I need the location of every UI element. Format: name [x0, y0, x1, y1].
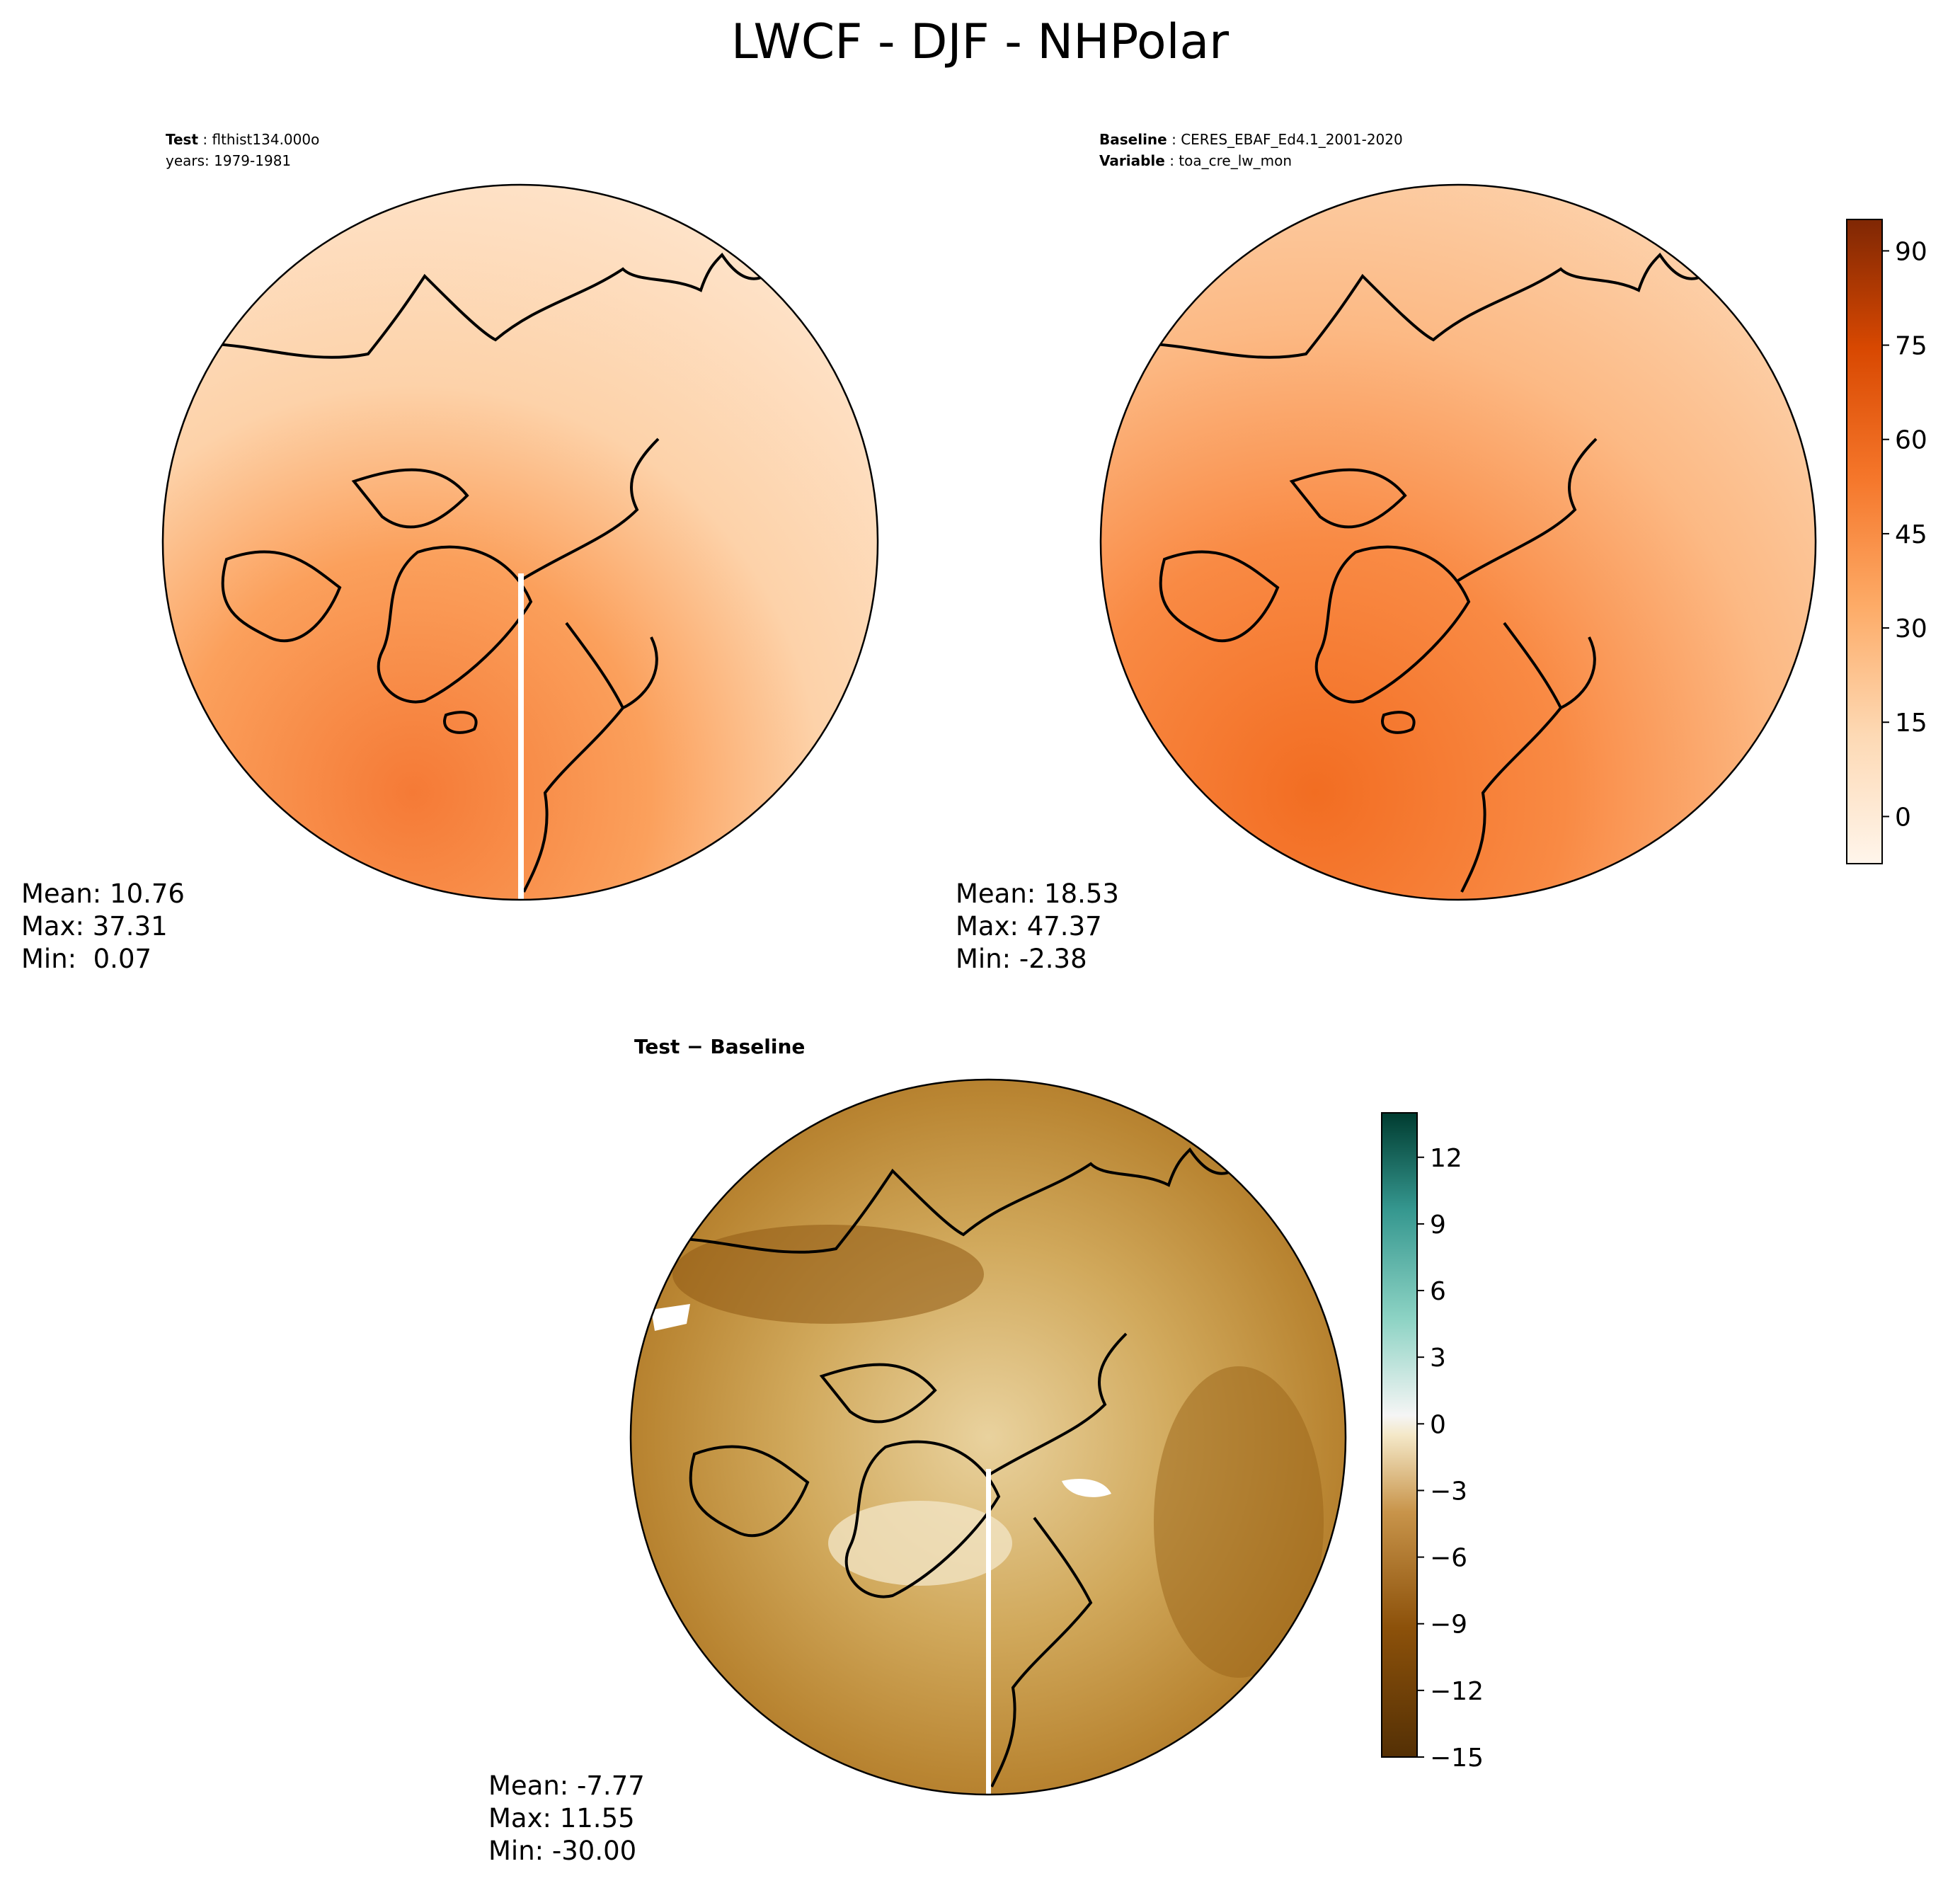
colorbar-oranges-tick-label: 75: [1895, 332, 1927, 361]
diff-greenland: [844, 1440, 1001, 1598]
colorbar-oranges-tick-label: 60: [1895, 426, 1927, 455]
diff-eurasia-coast: [987, 1332, 1128, 1787]
colorbar-brbg-bar: [1381, 1112, 1418, 1758]
colorbar-brbg-tick-label: −9: [1430, 1610, 1467, 1640]
baseline-canada: [1159, 468, 1407, 643]
baseline-min: Min: -2.38: [956, 944, 1087, 974]
test-canada: [221, 468, 469, 643]
test-missing-strip: [518, 573, 524, 900]
colorbar-brbg-tick-label: −15: [1430, 1744, 1484, 1773]
baseline-eurasia-coast: [1457, 437, 1598, 893]
test-case-name: flthist134.000o: [212, 131, 320, 148]
baseline-variable: toa_cre_lw_mon: [1179, 152, 1293, 169]
diff-max: Max: 11.55: [488, 1803, 635, 1833]
colorbar-oranges-tick-label: 45: [1895, 520, 1927, 549]
diff-min: Min: -30.00: [488, 1836, 637, 1866]
colorbar-brbg-tick-label: −6: [1430, 1544, 1467, 1573]
test-header: Test : flthist134.000o years: 1979-1981: [166, 131, 320, 169]
colorbar-brbg-tick-label: 6: [1430, 1277, 1446, 1306]
baseline-header: Baseline : CERES_EBAF_Ed4.1_2001-2020 Va…: [1099, 131, 1403, 169]
baseline-iceland: [1381, 711, 1416, 734]
diff-missing-strip: [986, 1469, 991, 1795]
baseline-coastline-north: [1101, 252, 1703, 359]
test-iceland: [443, 711, 478, 734]
colorbar-oranges-tick-label: 30: [1895, 614, 1927, 643]
colorbar-brbg-tick-label: 9: [1430, 1211, 1446, 1240]
diff-stats: Mean: -7.77 Max: 11.55 Min: -30.00: [488, 1770, 645, 1867]
baseline-stats: Mean: 18.53 Max: 47.37 Min: -2.38: [956, 878, 1119, 976]
diff-mean: Mean: -7.77: [488, 1770, 645, 1801]
colorbar-brbg-tick-label: 12: [1430, 1144, 1462, 1173]
baseline-map: [1099, 183, 1817, 901]
test-header-label: Test: [166, 131, 199, 148]
colorbar-oranges-tick-label: 0: [1895, 803, 1911, 832]
test-max: Max: 37.31: [21, 911, 168, 942]
colorbar-brbg-tick-label: −12: [1430, 1677, 1484, 1706]
colorbar-brbg-tick-label: −3: [1430, 1477, 1467, 1506]
test-greenland: [377, 545, 533, 704]
colorbar-oranges: 0 15 30 45 60 75 90: [1846, 219, 1927, 864]
colorbar-brbg-tick-label: 3: [1430, 1344, 1446, 1373]
variable-header-label: Variable: [1099, 152, 1165, 169]
test-mean: Mean: 10.76: [21, 879, 185, 909]
baseline-max: Max: 47.37: [956, 911, 1102, 942]
colorbar-brbg-tick-label: 0: [1430, 1410, 1446, 1439]
diff-map: [629, 1078, 1347, 1796]
colorbar-brbg: −15 −12 −9 −6 −3 0 3 6 9 12: [1381, 1112, 1484, 1773]
baseline-case-name: CERES_EBAF_Ed4.1_2001-2020: [1181, 131, 1403, 148]
baseline-header-label: Baseline: [1099, 131, 1167, 148]
colorbar-oranges-tick-label: 90: [1895, 237, 1927, 266]
diff-coastline-north: [631, 1147, 1233, 1254]
figure-title: LWCF - DJF - NHPolar: [730, 14, 1230, 70]
diff-canada: [689, 1363, 937, 1538]
test-min: Min: 0.07: [21, 944, 152, 974]
test-eurasia-coast: [519, 437, 660, 893]
diff-title: Test − Baseline: [634, 1035, 806, 1058]
baseline-greenland: [1314, 545, 1471, 704]
test-coastline-north: [163, 252, 765, 359]
test-map: [161, 183, 879, 901]
colorbar-oranges-bar: [1846, 219, 1883, 864]
colorbar-oranges-tick-label: 15: [1895, 709, 1927, 738]
baseline-mean: Mean: 18.53: [956, 879, 1119, 909]
test-stats: Mean: 10.76 Max: 37.31 Min: 0.07: [21, 878, 185, 976]
test-years: years: 1979-1981: [166, 152, 292, 169]
